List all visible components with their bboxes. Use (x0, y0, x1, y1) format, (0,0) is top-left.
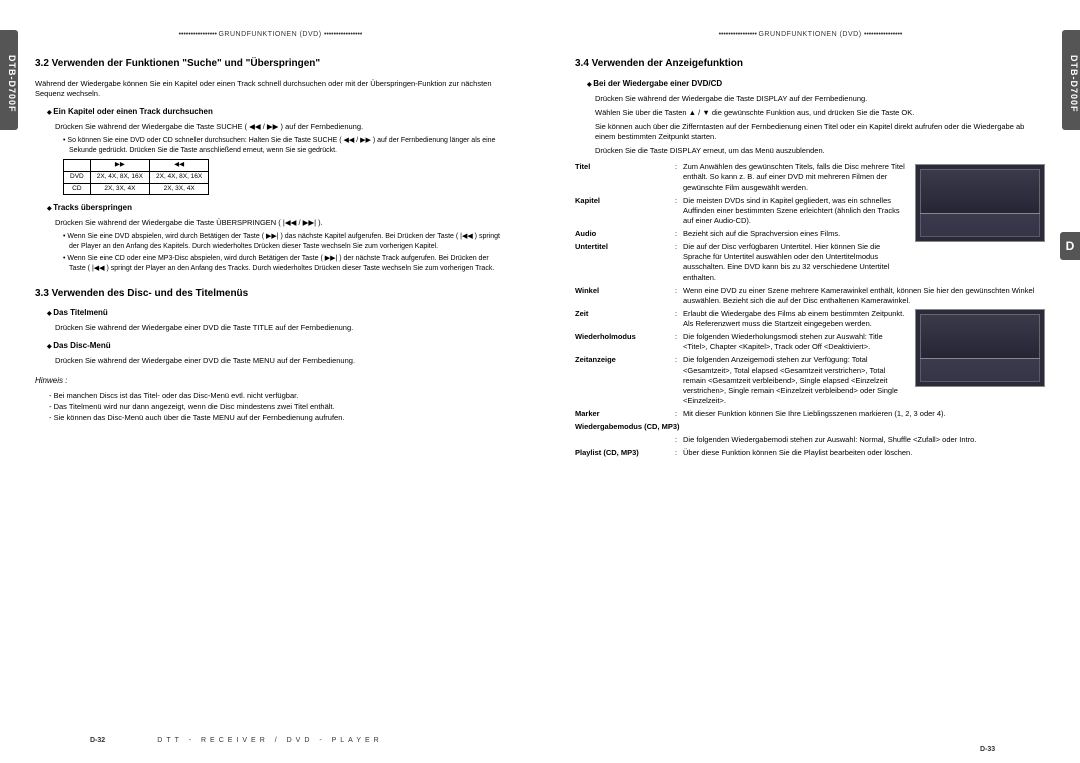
subhead-skip: Tracks überspringen (47, 203, 505, 214)
skip-note1: Wenn Sie eine DVD abspielen, wird durch … (63, 232, 505, 251)
left-page: DTB-D700F • • • • • • • • • • • • • • • … (0, 0, 540, 763)
title-menu-text: Drücken Sie während der Wiedergabe einer… (55, 323, 505, 333)
search-text: Drücken Sie während der Wiedergabe die T… (55, 122, 505, 132)
section-3-2-intro: Während der Wiedergabe können Sie ein Ka… (35, 79, 505, 99)
section-tab: D (1060, 232, 1080, 260)
skip-text: Drücken Sie während der Wiedergabe die T… (55, 218, 505, 228)
footer-left: D-32 DTT - RECEIVER / DVD - PLAYER (0, 736, 540, 745)
model-tab-right: DTB-D700F (1062, 30, 1080, 130)
chapter-head-left: • • • • • • • • • • • • • • • • GRUNDFUN… (35, 30, 505, 39)
disc-menu-text: Drücken Sie während der Wiedergabe einer… (55, 356, 505, 366)
speed-table: ▶▶ ◀◀ DVD 2X, 4X, 8X, 16X 2X, 4X, 8X, 16… (63, 159, 209, 195)
skip-note2: Wenn Sie eine CD oder eine MP3-Disc absp… (63, 254, 505, 273)
section-3-4-title: 3.4 Verwenden der Anzeigefunktion (575, 57, 1045, 71)
subhead-search: Ein Kapitel oder einen Track durchsuchen (47, 107, 505, 118)
section-3-3-title: 3.3 Verwenden des Disc- und des Titelmen… (35, 287, 505, 301)
chapter-head-right: • • • • • • • • • • • • • • • • GRUNDFUN… (575, 30, 1045, 39)
hinweis-list: Bei manchen Discs ist das Titel- oder da… (49, 391, 505, 423)
hinweis-label: Hinweis : (35, 376, 505, 387)
subhead-disc-menu: Das Disc-Menü (47, 341, 505, 352)
section-3-2-title: 3.2 Verwenden der Funktionen "Suche" und… (35, 57, 505, 71)
search-note: So können Sie eine DVD oder CD schneller… (63, 136, 505, 155)
right-page: DTB-D700F D • • • • • • • • • • • • • • … (540, 0, 1080, 763)
subhead-dvd-cd: Bei der Wiedergabe einer DVD/CD (587, 79, 1045, 90)
model-tab-left: DTB-D700F (0, 30, 18, 130)
tv-screenshot-2 (915, 309, 1045, 387)
definitions-block: Titel:Zum Anwählen des gewünschten Titel… (575, 162, 1045, 461)
tv-screenshot-1 (915, 164, 1045, 242)
subhead-title-menu: Das Titelmenü (47, 308, 505, 319)
